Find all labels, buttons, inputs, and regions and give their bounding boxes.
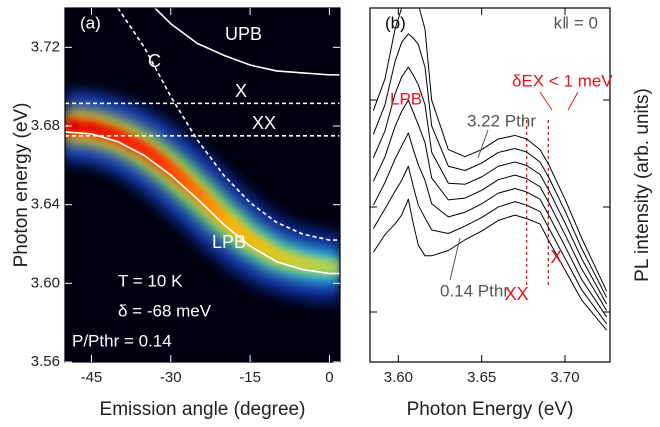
y-axis-label: PL intensity (arb. units)	[632, 88, 653, 282]
marker-label: XX	[505, 284, 529, 304]
series-label: UPB	[225, 24, 262, 44]
intensity-glow	[65, 117, 340, 276]
series-line	[372, 66, 608, 305]
x-tick-label: 3.70	[550, 369, 579, 386]
series-line	[372, 99, 608, 311]
panel-b-plot	[372, 8, 608, 331]
series-label: X	[235, 81, 247, 101]
x-tick-label: -15	[239, 369, 261, 386]
series-line	[372, 198, 608, 331]
series-line	[154, 8, 340, 76]
series-line	[117, 8, 340, 241]
x-axis-label: Photon Energy (eV)	[407, 399, 574, 420]
series-label: XX	[252, 113, 276, 133]
annotation: δ = -68 meV	[118, 301, 212, 320]
x-tick-label: 3.65	[467, 369, 496, 386]
y-tick-label: 3.60	[31, 274, 60, 291]
x-tick-label: 3.60	[384, 369, 413, 386]
panel-a-frame	[64, 7, 341, 363]
y-tick-label: 3.56	[31, 353, 60, 370]
series-line	[372, 165, 608, 325]
annotation: (b)	[385, 13, 406, 32]
marker-label: X	[550, 247, 562, 267]
x-tick-label: 0	[325, 369, 333, 386]
series-label: LPB	[212, 232, 246, 252]
labels: -45 -30 -15 0 3.56 3.60 3.64 3.68 3.72 Emission a…	[11, 8, 653, 420]
annotation: T = 10 K	[118, 271, 183, 290]
annotation-arrows	[449, 91, 579, 281]
y-axis-label: Photon energy (eV)	[11, 103, 32, 268]
annotation: 0.14 Pthr	[440, 281, 509, 300]
series-label: C	[148, 51, 161, 71]
series-line	[372, 132, 608, 318]
series-line	[372, 8, 608, 292]
x-axis-label: Emission angle (degree)	[100, 399, 306, 420]
annotation: (a)	[80, 13, 101, 32]
y-tick-label: 3.64	[31, 196, 60, 213]
panel-a-plot	[65, 8, 340, 303]
annotation: 3.22 Pthr	[467, 111, 536, 130]
annotation: P/Pthr = 0.14	[72, 331, 172, 350]
annotation: δEX < 1 meV	[512, 71, 613, 90]
annotation: LPB	[390, 89, 422, 108]
x-tick-label: -45	[81, 369, 103, 386]
panel-b-intensity-ticks	[370, 99, 610, 313]
series-line	[372, 33, 608, 298]
x-tick-label: -30	[160, 369, 182, 386]
y-tick-label: 3.68	[31, 117, 60, 134]
panel-b-frame	[369, 7, 611, 363]
y-tick-label: 3.72	[31, 38, 60, 55]
annotation: k‖ = 0	[554, 13, 598, 32]
series-line	[65, 131, 340, 275]
